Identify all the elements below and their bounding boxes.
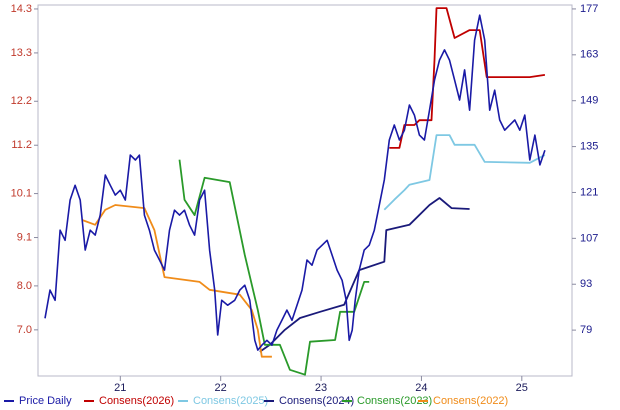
y2-tick-label: 79	[580, 324, 592, 336]
y-tick-label: 7.0	[17, 324, 32, 336]
x-tick-label: 25	[516, 382, 528, 394]
series-line	[44, 14, 546, 351]
legend-label: Consens(2026)	[99, 395, 174, 407]
y2-tick-label: 163	[580, 49, 598, 61]
y-tick-label: 12.2	[11, 95, 32, 107]
y2-tick-label: 135	[580, 140, 598, 152]
legend-label: Price Daily	[19, 395, 72, 407]
x-tick-label: 22	[215, 382, 227, 394]
x-tick-label: 23	[315, 382, 327, 394]
y2-tick-label: 121	[580, 186, 598, 198]
legend-label: Consens(2025)	[193, 395, 268, 407]
y-tick-label: 10.1	[11, 187, 32, 199]
y2-tick-label: 107	[580, 232, 598, 244]
y-tick-label: 11.2	[11, 139, 32, 151]
y-tick-label: 13.3	[11, 47, 32, 59]
y-tick-label: 9.1	[17, 231, 32, 243]
legend-label: Consens(2022)	[433, 395, 508, 407]
series-line	[389, 7, 546, 149]
plot-frame	[37, 4, 573, 377]
y2-tick-label: 177	[580, 3, 598, 15]
series-line	[178, 159, 370, 376]
x-tick-label: 24	[415, 382, 427, 394]
series-line	[383, 134, 546, 211]
x-tick-label: 21	[114, 382, 126, 394]
y-tick-label: 8.0	[17, 280, 32, 292]
legend-label: Consens(2024)	[279, 395, 354, 407]
series-line	[259, 197, 470, 353]
y2-tick-label: 93	[580, 278, 592, 290]
y-tick-label: 14.3	[11, 3, 32, 15]
y2-tick-label: 149	[580, 95, 598, 107]
legend-label: Consens(2023)	[357, 395, 432, 407]
series-line	[81, 204, 272, 358]
